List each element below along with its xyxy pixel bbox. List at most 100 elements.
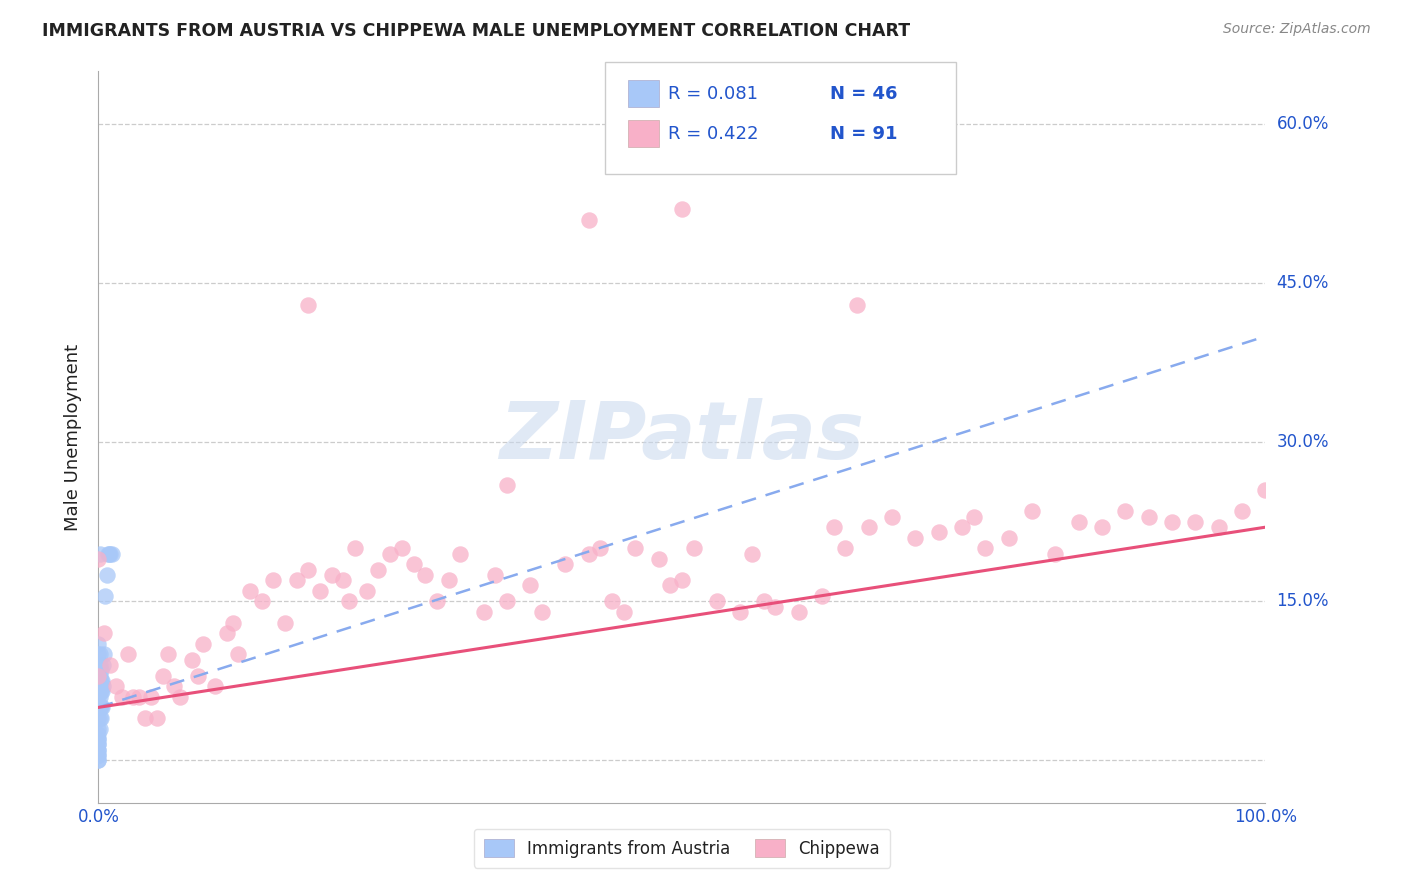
Point xyxy=(87,753,110,767)
Point xyxy=(880,509,903,524)
Point xyxy=(950,520,973,534)
Point xyxy=(89,658,111,673)
Point xyxy=(90,673,112,688)
Point xyxy=(90,663,112,677)
Point xyxy=(730,605,752,619)
Point xyxy=(96,567,118,582)
Point xyxy=(87,738,110,752)
Text: IMMIGRANTS FROM AUSTRIA VS CHIPPEWA MALE UNEMPLOYMENT CORRELATION CHART: IMMIGRANTS FROM AUSTRIA VS CHIPPEWA MALE… xyxy=(42,22,910,40)
Point xyxy=(659,578,682,592)
Point xyxy=(101,547,124,561)
Point xyxy=(87,738,110,752)
Point xyxy=(90,700,112,714)
Point xyxy=(496,477,519,491)
Point xyxy=(89,711,111,725)
Point xyxy=(90,673,112,688)
Legend: Immigrants from Austria, Chippewa: Immigrants from Austria, Chippewa xyxy=(474,829,890,868)
Point xyxy=(262,573,284,587)
Point xyxy=(91,658,114,673)
Point xyxy=(250,594,273,608)
Point xyxy=(87,743,110,757)
Text: N = 91: N = 91 xyxy=(830,125,897,143)
Point xyxy=(139,690,162,704)
Point xyxy=(93,648,115,662)
Point xyxy=(146,711,169,725)
Point xyxy=(204,679,226,693)
Point xyxy=(87,637,110,651)
Point xyxy=(337,594,360,608)
Point xyxy=(187,668,209,682)
Point xyxy=(519,578,541,592)
Point xyxy=(98,547,121,561)
Point xyxy=(87,753,110,767)
Point xyxy=(152,668,174,682)
Point xyxy=(285,573,308,587)
Y-axis label: Male Unemployment: Male Unemployment xyxy=(65,343,83,531)
Point xyxy=(221,615,243,630)
Point xyxy=(671,573,693,587)
Point xyxy=(89,722,111,736)
Point xyxy=(87,748,110,763)
Point xyxy=(484,567,506,582)
Point xyxy=(117,648,139,662)
Point xyxy=(344,541,367,556)
Point xyxy=(87,658,110,673)
Point xyxy=(90,684,112,698)
Point xyxy=(413,567,436,582)
Point xyxy=(787,605,810,619)
Point xyxy=(87,700,110,714)
Point xyxy=(122,690,145,704)
Point xyxy=(1114,504,1136,518)
Point xyxy=(90,711,112,725)
Text: 30.0%: 30.0% xyxy=(1277,434,1329,451)
Text: 15.0%: 15.0% xyxy=(1277,592,1329,610)
Point xyxy=(87,743,110,757)
Point xyxy=(98,658,121,673)
Point xyxy=(89,547,111,561)
Text: 60.0%: 60.0% xyxy=(1277,115,1329,134)
Point xyxy=(332,573,354,587)
Point xyxy=(682,541,704,556)
Point xyxy=(380,547,402,561)
Point xyxy=(215,626,238,640)
Point xyxy=(834,541,856,556)
Point xyxy=(97,547,120,561)
Point xyxy=(613,605,636,619)
Point xyxy=(647,552,669,566)
Point xyxy=(671,202,693,216)
Point xyxy=(134,711,156,725)
Text: R = 0.422: R = 0.422 xyxy=(668,125,758,143)
Point xyxy=(578,212,600,227)
Point xyxy=(128,690,150,704)
Point xyxy=(228,648,250,662)
Point xyxy=(93,626,115,640)
Point xyxy=(87,722,110,736)
Point xyxy=(1184,515,1206,529)
Point xyxy=(193,637,215,651)
Point xyxy=(87,668,110,682)
Point xyxy=(87,552,110,566)
Point xyxy=(449,547,471,561)
Point xyxy=(904,531,927,545)
Point xyxy=(1091,520,1114,534)
Point xyxy=(402,558,425,572)
Text: ZIPatlas: ZIPatlas xyxy=(499,398,865,476)
Point xyxy=(89,679,111,693)
Point xyxy=(530,605,553,619)
Point xyxy=(274,615,297,630)
Text: N = 46: N = 46 xyxy=(830,85,897,103)
Point xyxy=(90,700,112,714)
Point xyxy=(89,668,111,682)
Point xyxy=(90,684,112,698)
Point xyxy=(111,690,134,704)
Point xyxy=(87,690,110,704)
Point xyxy=(823,520,845,534)
Point xyxy=(97,547,120,561)
Text: R = 0.081: R = 0.081 xyxy=(668,85,758,103)
Text: 45.0%: 45.0% xyxy=(1277,275,1329,293)
Point xyxy=(624,541,647,556)
Point xyxy=(239,583,262,598)
Point xyxy=(1021,504,1043,518)
Point xyxy=(1137,509,1160,524)
Point xyxy=(763,599,786,614)
